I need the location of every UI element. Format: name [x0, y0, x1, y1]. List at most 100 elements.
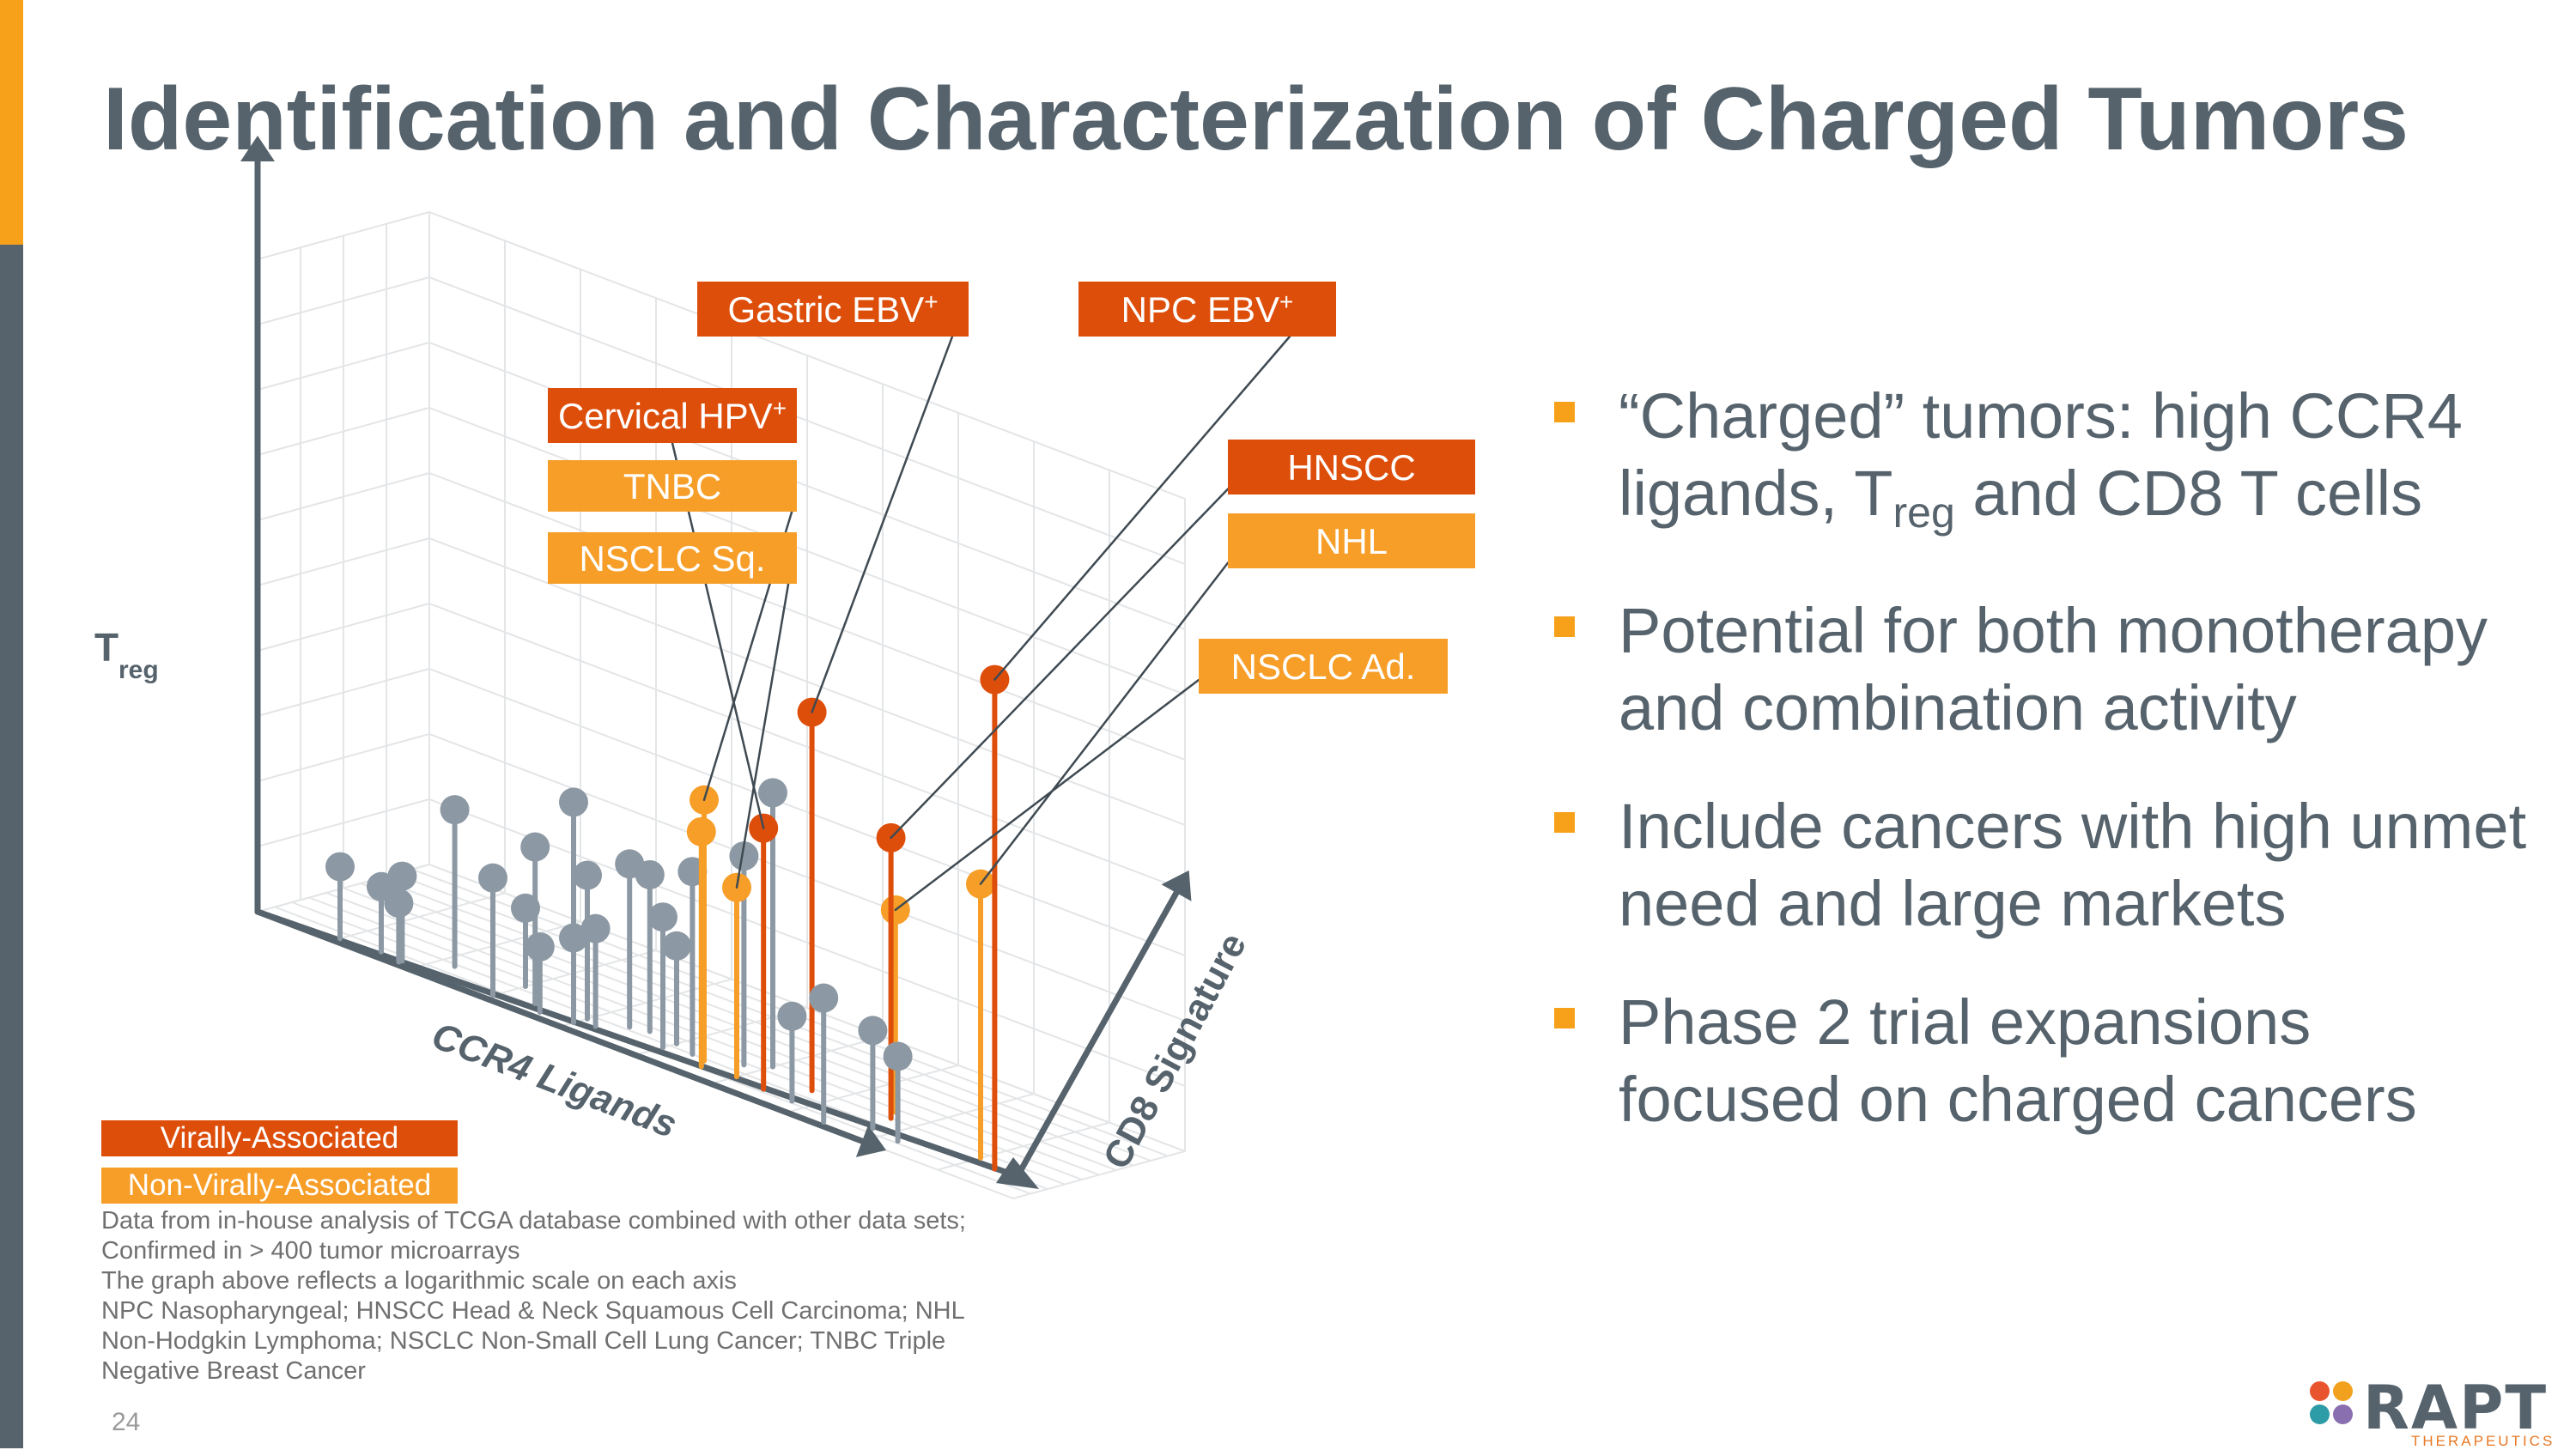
callout-sup-cervical-hpv: + — [773, 395, 787, 422]
bullet-list: “Charged” tumors: high CCR4 ligands, Tre… — [1554, 378, 2542, 1180]
charged-tumor-3d-chart: Treg CCR4 Ligands CD8 Signature Gastric EBV… — [94, 136, 1475, 1199]
footnote-line: Negative Breast Cancer — [101, 1357, 366, 1385]
data-point — [883, 1041, 913, 1071]
grid-line — [343, 887, 1100, 1176]
grid-line — [257, 472, 430, 521]
callout-hnscc: HNSCC — [1228, 440, 1475, 494]
cd8-axis-head — [1161, 870, 1192, 901]
data-point — [478, 863, 507, 893]
bullet-item: Potential for both monotherapy and combi… — [1554, 592, 2542, 747]
data-point — [440, 795, 470, 825]
callout-box-tnbc — [548, 460, 797, 512]
grid-line — [257, 276, 430, 325]
grid-line — [257, 798, 430, 847]
grid-line — [428, 276, 1186, 565]
legend-virally-associated: Virally-Associated — [101, 1120, 458, 1156]
data-point — [858, 1016, 888, 1046]
callout-leader-hnscc — [890, 488, 1230, 840]
callout-nhl: NHL — [1228, 513, 1475, 568]
callout-box-cervical-hpv — [548, 388, 797, 443]
callout-box-nsclc-sq- — [548, 532, 797, 584]
accent-bar — [0, 0, 23, 245]
bullet-item: Phase 2 trial expansions focused on char… — [1554, 984, 2542, 1138]
cd8-axis-label: CD8 Signature — [1096, 926, 1255, 1176]
data-point — [635, 859, 665, 889]
callout-tnbc: TNBC — [548, 460, 797, 512]
callout-nsclc-ad-: NSCLC Ad. — [1199, 639, 1448, 694]
callout-box-npc-ebv — [1078, 282, 1336, 337]
grid-line — [257, 668, 430, 717]
data-point — [809, 983, 839, 1013]
grid-line — [710, 1035, 884, 1085]
grid-line — [428, 537, 1186, 826]
callout-leader-nsclc-ad- — [894, 678, 1200, 912]
grid-line — [257, 733, 430, 782]
bullet-square-icon — [1554, 1008, 1575, 1028]
callout-sup-npc-ebv: + — [1279, 288, 1293, 315]
callout-label-tnbc: TNBC — [623, 466, 721, 507]
grid-line — [257, 342, 430, 391]
grid-line — [428, 407, 1186, 695]
data-point — [387, 861, 417, 891]
callout-npc-ebv: NPC EBV+ — [1078, 282, 1336, 337]
footnote-line: Data from in-house analysis of TCGA data… — [101, 1207, 966, 1235]
bullet-square-icon — [1554, 812, 1575, 833]
data-point — [559, 787, 588, 817]
callout-leader-gastric-ebv — [811, 335, 954, 713]
callout-gastric-ebv: Gastric EBV+ — [697, 282, 969, 337]
slide-title: Identification and Characterization of C… — [103, 70, 2409, 169]
grid-line — [937, 1121, 1110, 1171]
callout-box-nsclc-ad- — [1199, 639, 1448, 694]
treg-axis-head — [240, 136, 275, 161]
data-point — [729, 841, 759, 871]
callout-leader-npc-ebv — [993, 335, 1291, 681]
data-point — [580, 913, 611, 943]
data-point — [384, 889, 414, 919]
ccr4-axis-head — [855, 1125, 887, 1157]
callout-box-nhl — [1228, 513, 1475, 568]
data-point — [525, 931, 555, 962]
page-number: 24 — [112, 1408, 141, 1436]
data-point — [686, 816, 716, 846]
callout-label-hnscc: HNSCC — [1287, 447, 1415, 488]
bullet-item: Include cancers with high unmet need and… — [1554, 788, 2542, 943]
callout-cervical-hpv: Cervical HPV+ — [548, 388, 797, 443]
ccr4-axis-label: CCR4 Ligands — [426, 1015, 682, 1147]
callout-label-nsclc-sq-: NSCLC Sq. — [579, 538, 765, 579]
legend-non-virally-associated: Non-Virally-Associated — [101, 1168, 458, 1204]
grid-line — [428, 472, 1186, 761]
callout-label-nsclc-ad-: NSCLC Ad. — [1231, 646, 1416, 687]
bullet-square-icon — [1554, 402, 1575, 422]
data-point — [777, 1001, 807, 1031]
data-point — [573, 860, 602, 890]
treg-axis-label: T — [94, 625, 118, 670]
callout-box-hnscc — [1228, 440, 1475, 494]
grid-line — [1012, 1150, 1186, 1199]
data-point — [648, 902, 677, 932]
logo-subtitle: THERAPEUTICS — [2411, 1433, 2555, 1449]
footnote-line: The graph above reflects a logarithmic s… — [101, 1267, 737, 1295]
footnote-line: NPC Nasopharyngeal; HNSCC Head & Neck Sq… — [101, 1297, 965, 1325]
ccr4-axis-line — [254, 908, 1021, 1180]
footnotes: Data from in-house analysis of TCGA data… — [101, 1206, 1063, 1386]
callout-box-gastric-ebv — [697, 282, 969, 337]
data-point — [325, 852, 355, 882]
sidebar-bar — [0, 245, 23, 1448]
cd8-axis — [1014, 889, 1180, 1180]
callout-label-npc-ebv: NPC EBV+ — [1121, 288, 1294, 330]
grid-line — [257, 537, 430, 586]
rapt-logo: RAPT THERAPEUTICS — [2310, 1373, 2559, 1449]
grid-line — [257, 211, 430, 260]
grid-line — [377, 877, 1134, 1167]
ccr4-axis-head — [996, 1157, 1039, 1189]
callout-label-nhl: NHL — [1315, 521, 1388, 561]
grid-line — [257, 603, 430, 652]
callout-leader-nhl — [979, 561, 1230, 885]
data-point — [662, 931, 691, 961]
footnote-line: Non-Hodgkin Lymphoma; NSCLC Non-Small Ce… — [101, 1327, 946, 1355]
footnote-line: Confirmed in > 400 tumor microarrays — [101, 1237, 520, 1265]
callout-sup-gastric-ebv: + — [924, 288, 938, 315]
callout-nsclc-sq-: NSCLC Sq. — [548, 532, 797, 584]
callout-leader-nsclc-sq- — [735, 561, 793, 889]
callout-label-gastric-ebv: Gastric EBV+ — [727, 288, 938, 330]
